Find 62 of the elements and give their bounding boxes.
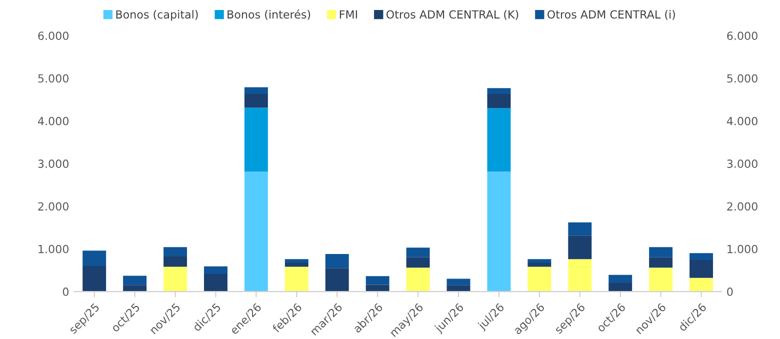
y-tick-label: 6.000 (38, 32, 68, 40)
bar (164, 247, 187, 257)
bar (690, 278, 714, 292)
y2-tick-label: 4.000 (726, 116, 758, 126)
bar (284, 259, 308, 263)
bar (284, 262, 308, 267)
bar (366, 276, 390, 285)
bar (164, 256, 187, 267)
bar (446, 285, 470, 292)
bar (325, 268, 349, 292)
bar (244, 108, 268, 172)
bar (123, 285, 147, 292)
bar (608, 283, 632, 292)
y2-tick-label: 0 (727, 288, 733, 296)
bar (406, 248, 430, 258)
bar (568, 259, 592, 292)
bar (325, 254, 349, 268)
y-tick-label: 4.000 (38, 116, 68, 126)
bar (690, 260, 714, 278)
y-tick-label: 1.000 (38, 244, 68, 254)
y2-tick-label: 1.000 (728, 244, 758, 254)
bar (487, 88, 511, 94)
bar (244, 172, 268, 292)
y2-tick-label: 6.000 (727, 32, 758, 40)
y-tick-label: 2.000 (38, 202, 68, 211)
bar (284, 266, 308, 292)
bar (123, 276, 147, 286)
bar (568, 236, 592, 260)
bar (528, 262, 552, 267)
legend-label: Otros ADM CENTRAL (i) (548, 10, 675, 20)
bar (528, 259, 552, 263)
bar (608, 274, 632, 284)
bar (446, 278, 470, 286)
bar (487, 108, 511, 172)
y-tick-label: 3.000 (38, 160, 68, 168)
legend-label: Otros ADM CENTRAL (K) (386, 10, 518, 20)
bar (487, 172, 511, 292)
bar (649, 247, 673, 258)
y2-tick-label: 5.000 (727, 74, 758, 83)
legend-label: Bonos (interés) (228, 10, 310, 20)
bar (204, 266, 228, 274)
bar (649, 268, 673, 292)
bar (690, 253, 714, 260)
bar (164, 266, 187, 292)
bar (244, 94, 268, 108)
legend-label: FMI (340, 10, 357, 18)
bar (366, 284, 390, 292)
bar (244, 87, 268, 94)
bar (528, 266, 552, 292)
y2-tick-label: 3.000 (727, 160, 758, 168)
bar (204, 274, 228, 292)
bar (568, 222, 592, 236)
bar (487, 94, 511, 108)
bar (649, 257, 673, 268)
bar (82, 250, 106, 266)
y2-tick-label: 2.000 (727, 202, 758, 211)
y-tick-label: 5.000 (38, 74, 68, 83)
bar (406, 257, 430, 268)
bar (82, 266, 106, 292)
y-tick-label: 0 (62, 288, 68, 296)
legend-label: Bonos (capital) (116, 10, 198, 21)
bar (406, 268, 430, 292)
